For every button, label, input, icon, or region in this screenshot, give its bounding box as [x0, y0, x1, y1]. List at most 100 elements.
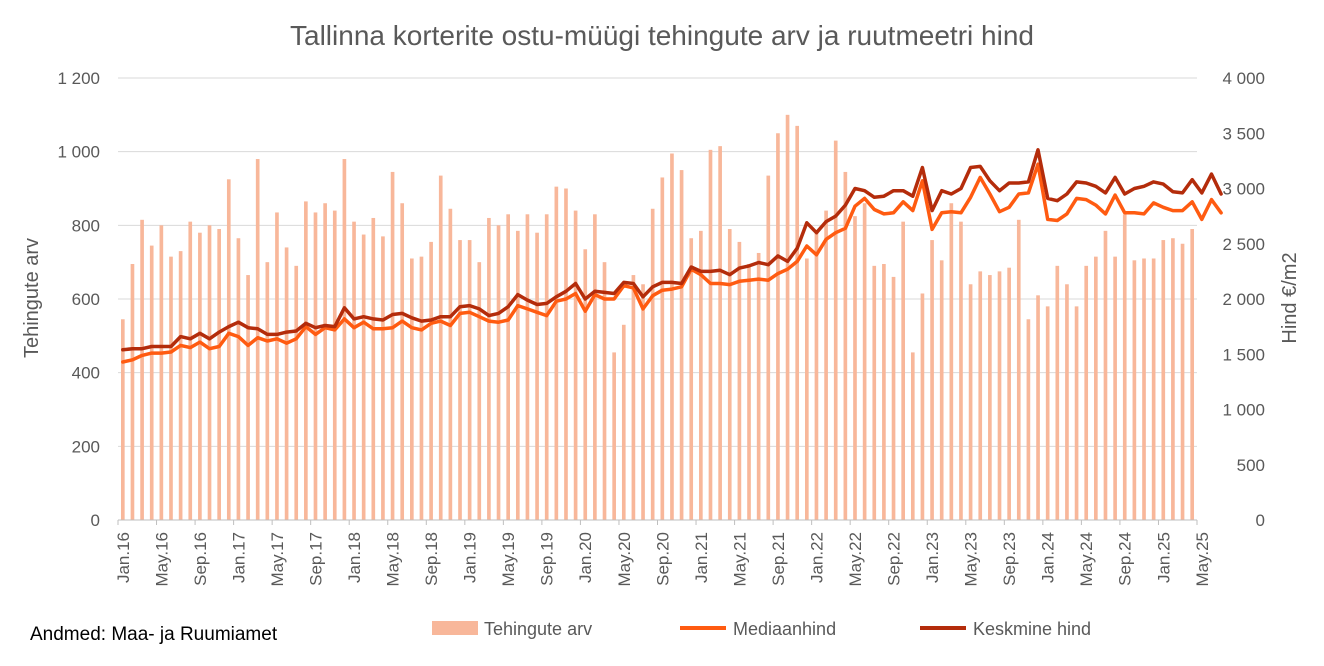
bar [188, 221, 193, 520]
bar [593, 214, 597, 521]
x-tick-label: Jan.20 [576, 532, 595, 583]
x-tick-label: Jan.24 [1039, 532, 1058, 583]
bar [506, 214, 511, 521]
bar [631, 275, 636, 520]
bar [1151, 258, 1156, 520]
bar [997, 271, 1002, 520]
x-tick-label: Jan.25 [1154, 532, 1173, 583]
y-right-tick-label: 1 500 [1222, 345, 1265, 364]
legend-label-bars: Tehingute arv [484, 619, 592, 639]
x-tick-label: Sep.22 [885, 532, 904, 586]
bar [901, 221, 905, 520]
bar [756, 252, 761, 521]
x-tick-label: Sep.19 [538, 532, 557, 586]
bar [795, 125, 800, 520]
bar [930, 240, 934, 521]
bar [737, 241, 742, 521]
bar [544, 214, 549, 521]
bar [178, 251, 183, 520]
y-left-tick-label: 1 000 [57, 143, 100, 162]
bar [853, 216, 857, 520]
bar [1045, 306, 1050, 520]
y-right-tick-label: 0 [1256, 511, 1265, 530]
y-axis-right-ticks: 0 500 1 000 1 500 2 000 2 500 3 000 3 500 4 000 [1222, 69, 1265, 530]
bar [140, 219, 144, 520]
y-left-tick-label: 400 [72, 364, 100, 383]
x-tick-label: Jan.22 [808, 532, 827, 583]
bar [1161, 240, 1166, 521]
bar [198, 232, 202, 520]
x-tick-label: Sep.23 [1000, 532, 1019, 586]
bar [564, 188, 568, 520]
bar [169, 256, 173, 520]
bar [650, 208, 655, 520]
y-right-tick-label: 3 500 [1222, 124, 1265, 143]
bar [920, 293, 925, 520]
bar [670, 153, 674, 520]
bar [236, 238, 241, 520]
bar [766, 175, 771, 520]
bar [776, 133, 780, 520]
bar-series-tehingute-arv [120, 114, 1195, 521]
x-axis-ticks: Jan.16 May.16 Sep.16 Jan.17 May.17 Sep.17 Jan.… [114, 520, 1212, 587]
bar [159, 225, 164, 521]
bar [699, 230, 703, 520]
y-left-tick-label: 0 [91, 511, 100, 530]
x-tick-label: May.17 [268, 532, 287, 587]
bar [448, 208, 453, 520]
legend-label-median: Mediaanhind [733, 619, 836, 639]
y-right-tick-label: 2 500 [1222, 235, 1265, 254]
x-tick-label: Sep.18 [422, 532, 441, 586]
legend: Tehingute arv Mediaanhind Keskmine hind [432, 619, 1091, 639]
bar [1142, 258, 1146, 520]
bar [313, 212, 318, 521]
bar [467, 240, 472, 521]
bar [910, 352, 915, 520]
gridlines [118, 77, 1197, 521]
line-series-group [121, 148, 1223, 364]
bar [390, 171, 395, 521]
bar [573, 210, 578, 520]
bar [525, 214, 530, 521]
bar [477, 262, 482, 520]
x-tick-label: May.25 [1193, 532, 1212, 587]
bar [882, 264, 886, 520]
bar [207, 225, 212, 521]
x-tick-label: May.19 [499, 532, 518, 587]
x-tick-label: May.20 [615, 532, 634, 587]
x-tick-label: May.16 [152, 532, 171, 587]
bar [1016, 219, 1021, 520]
bar [602, 262, 607, 520]
legend-swatch-bars [432, 621, 478, 635]
x-tick-label: Sep.16 [191, 532, 210, 586]
bar [130, 264, 135, 520]
x-tick-label: Sep.20 [653, 532, 672, 586]
bar [621, 324, 626, 520]
bar [304, 201, 308, 520]
bar [294, 265, 299, 520]
y-axis-left-title: Tehingute arv [21, 238, 43, 358]
bar [352, 221, 356, 520]
source-note: Andmed: Maa- ja Ruumiamet [30, 624, 278, 645]
bar [332, 210, 337, 520]
bar [660, 177, 665, 520]
bar [361, 234, 366, 520]
y-axis-left-ticks: 0 200 400 600 800 1 000 1 200 [57, 69, 100, 530]
bar [419, 256, 424, 520]
bar [843, 171, 848, 521]
y-left-tick-label: 800 [72, 216, 100, 235]
bar [824, 210, 828, 520]
bar [1190, 229, 1195, 520]
bar [323, 203, 327, 520]
bar [496, 225, 501, 521]
bar [149, 245, 154, 520]
x-tick-label: Jan.17 [229, 532, 248, 583]
x-tick-label: Jan.16 [114, 532, 133, 583]
y-left-tick-label: 600 [72, 290, 100, 309]
bar [554, 186, 559, 521]
bar [429, 241, 433, 521]
bar [891, 276, 896, 520]
x-tick-label: Sep.17 [307, 532, 326, 586]
line-mediaanhind [121, 162, 1223, 364]
